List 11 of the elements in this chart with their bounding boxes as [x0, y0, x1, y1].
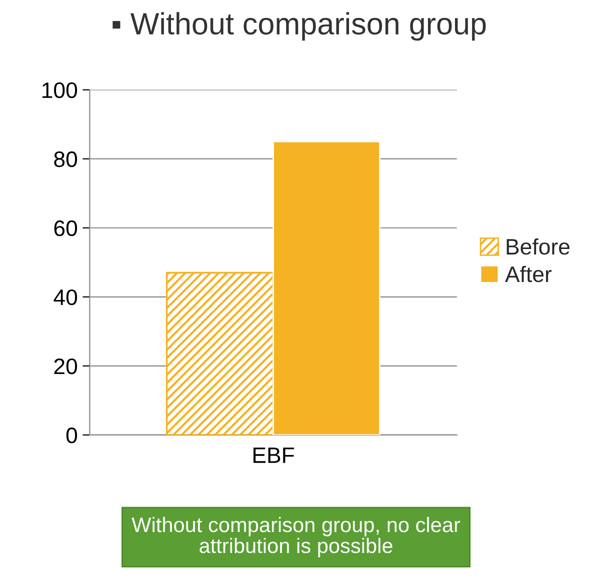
x-tick-label: EBF: [254, 448, 294, 463]
y-tick-label: 80: [54, 151, 78, 168]
y-tick-label: 40: [54, 289, 78, 306]
legend-label: After: [505, 266, 552, 282]
chart-title: ▪ Without comparison group: [112, 12, 486, 41]
legend-label: Before: [506, 238, 570, 255]
y-tick-label: 60: [54, 220, 78, 236]
y-tick-label: 20: [54, 358, 78, 374]
y-tick-label: 0: [66, 428, 78, 444]
text: Without comparison group, no clear attribution is possible: [132, 516, 460, 558]
y-tick-label: 100: [42, 82, 78, 98]
